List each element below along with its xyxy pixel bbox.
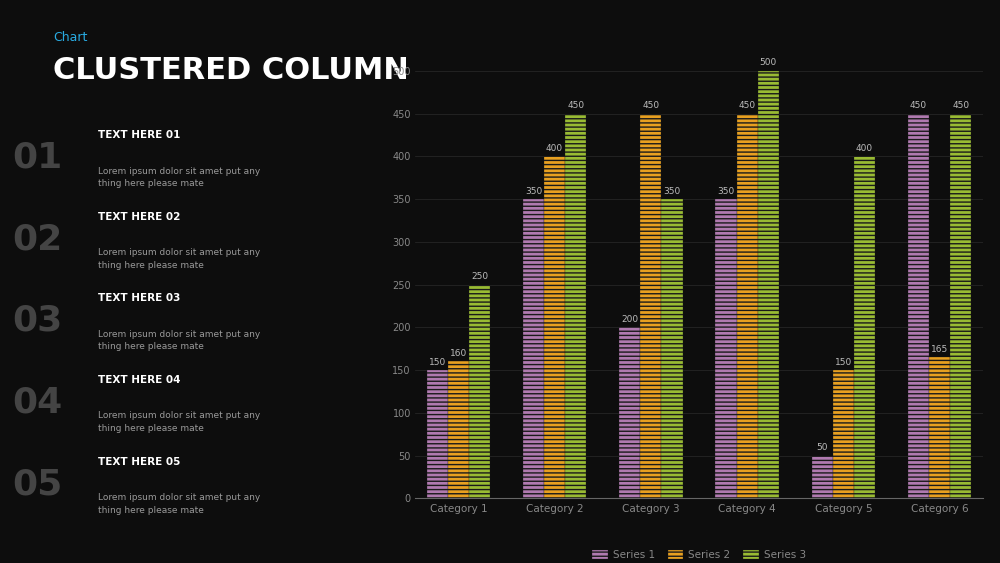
Text: 165: 165 <box>931 345 948 354</box>
Bar <box>523 199 544 498</box>
Bar <box>619 327 640 498</box>
Text: 350: 350 <box>525 187 542 196</box>
Text: TEXT HERE 03: TEXT HERE 03 <box>98 293 181 303</box>
Text: 03: 03 <box>12 304 62 338</box>
Bar <box>854 157 875 498</box>
Text: 05: 05 <box>12 467 62 501</box>
Text: 04: 04 <box>12 386 62 419</box>
Bar <box>661 199 683 498</box>
Text: 350: 350 <box>663 187 681 196</box>
Text: TEXT HERE 02: TEXT HERE 02 <box>98 212 181 222</box>
Bar <box>908 114 929 498</box>
Text: Chart: Chart <box>53 31 88 44</box>
Bar <box>448 361 469 498</box>
Bar <box>812 455 833 498</box>
Bar <box>469 284 490 498</box>
Text: 400: 400 <box>856 144 873 153</box>
Bar <box>833 370 854 498</box>
Text: 450: 450 <box>739 101 756 110</box>
Text: 250: 250 <box>471 272 488 281</box>
Text: TEXT HERE 01: TEXT HERE 01 <box>98 130 181 140</box>
Text: Lorem ipsum dolor sit amet put any
thing here please mate: Lorem ipsum dolor sit amet put any thing… <box>98 248 261 270</box>
Bar <box>950 114 971 498</box>
Legend: Series 1, Series 2, Series 3: Series 1, Series 2, Series 3 <box>588 546 810 563</box>
Text: Lorem ipsum dolor sit amet put any
thing here please mate: Lorem ipsum dolor sit amet put any thing… <box>98 493 261 515</box>
Bar <box>565 114 586 498</box>
Text: 400: 400 <box>546 144 563 153</box>
Bar <box>929 358 950 498</box>
Text: 500: 500 <box>760 59 777 68</box>
Bar <box>427 370 448 498</box>
Text: 50: 50 <box>816 443 828 452</box>
Text: 350: 350 <box>717 187 735 196</box>
Text: TEXT HERE 04: TEXT HERE 04 <box>98 375 181 385</box>
Text: TEXT HERE 05: TEXT HERE 05 <box>98 457 181 467</box>
Text: Lorem ipsum dolor sit amet put any
thing here please mate: Lorem ipsum dolor sit amet put any thing… <box>98 330 261 351</box>
Text: 450: 450 <box>952 101 969 110</box>
Text: Lorem ipsum dolor sit amet put any
thing here please mate: Lorem ipsum dolor sit amet put any thing… <box>98 412 261 433</box>
Text: 450: 450 <box>642 101 659 110</box>
Text: Lorem ipsum dolor sit amet put any
thing here please mate: Lorem ipsum dolor sit amet put any thing… <box>98 167 261 188</box>
Text: CLUSTERED COLUMN CHART: CLUSTERED COLUMN CHART <box>53 56 534 86</box>
Text: 200: 200 <box>621 315 638 324</box>
Bar <box>544 157 565 498</box>
Text: 02: 02 <box>12 222 62 256</box>
Text: 150: 150 <box>429 358 446 367</box>
Text: 160: 160 <box>450 349 467 358</box>
Text: 150: 150 <box>835 358 852 367</box>
Bar <box>758 71 779 498</box>
Bar <box>715 199 737 498</box>
Bar <box>737 114 758 498</box>
Bar <box>640 114 661 498</box>
Text: 01: 01 <box>12 141 62 175</box>
Text: 450: 450 <box>567 101 584 110</box>
Text: 450: 450 <box>910 101 927 110</box>
